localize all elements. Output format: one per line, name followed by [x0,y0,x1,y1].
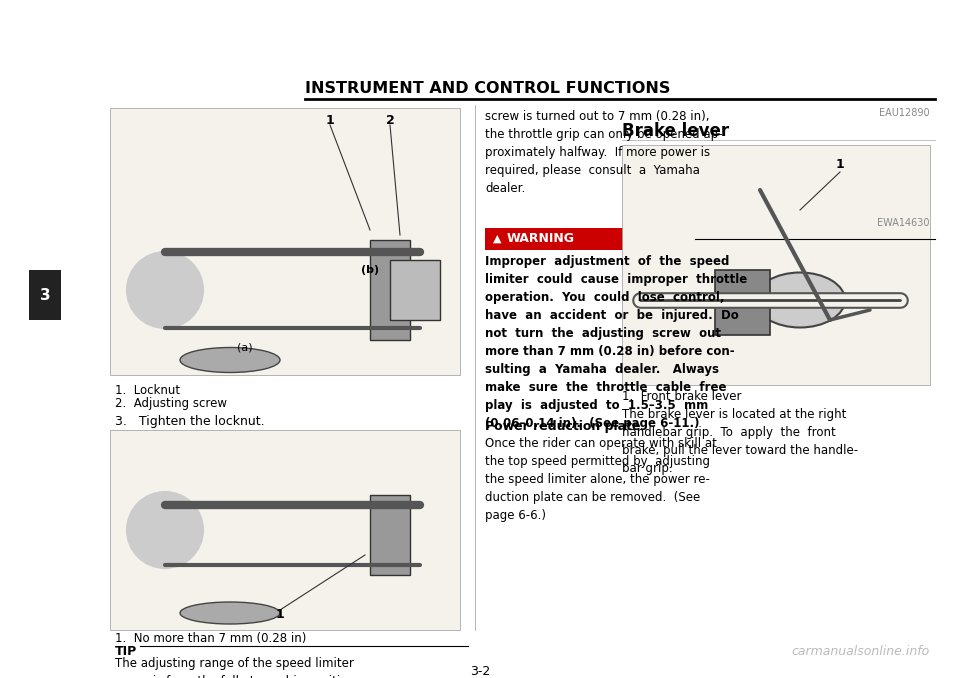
Bar [370,495,410,575]
Bar [110,108,460,375]
Text: EAU12890: EAU12890 [879,108,930,118]
Ellipse shape [180,348,280,372]
Text: carmanualsonline.info: carmanualsonline.info [792,645,930,658]
Text: 2: 2 [386,113,395,127]
Text: 2.  Adjusting screw: 2. Adjusting screw [115,397,227,410]
Text: 3.   Tighten the locknut.: 3. Tighten the locknut. [115,415,265,428]
Bar [485,228,695,250]
Ellipse shape [755,273,845,327]
Bar [29,270,61,320]
Text: WARNING: WARNING [507,233,575,245]
Text: Improper  adjustment  of  the  speed
limiter  could  cause  improper  throttle
o: Improper adjustment of the speed limiter… [485,255,747,430]
Text: ▲: ▲ [492,234,501,244]
Bar [390,260,440,320]
Text: screw is turned out to 7 mm (0.28 in),
the throttle grip can only be opened ap-
: screw is turned out to 7 mm (0.28 in), t… [485,110,723,195]
Circle shape [127,252,203,328]
Text: TIP: TIP [115,645,137,658]
Bar [110,430,460,630]
Text: INSTRUMENT AND CONTROL FUNCTIONS: INSTRUMENT AND CONTROL FUNCTIONS [305,81,670,96]
Text: (a): (a) [237,343,252,353]
Ellipse shape [180,602,280,624]
Bar [370,240,410,340]
Circle shape [127,492,203,568]
Bar [622,145,930,385]
Text: 1: 1 [276,608,284,622]
Text: EWA14630: EWA14630 [877,218,930,228]
Text: 1: 1 [325,113,334,127]
Text: The adjusting range of the speed limiter
screw is from the fully turned-in posit: The adjusting range of the speed limiter… [115,657,355,678]
Text: 1: 1 [835,159,845,172]
Text: The brake lever is located at the right
handlebar grip.  To  apply  the  front
b: The brake lever is located at the right … [622,408,858,475]
Text: Power reduction plate: Power reduction plate [485,420,640,433]
Text: 1.  No more than 7 mm (0.28 in): 1. No more than 7 mm (0.28 in) [115,632,306,645]
Text: 3-2: 3-2 [469,665,491,678]
Bar [715,270,770,335]
Text: (b): (b) [361,265,379,275]
Text: 1.  Front brake lever: 1. Front brake lever [622,390,741,403]
Text: 1.  Locknut: 1. Locknut [115,384,180,397]
Text: 3: 3 [39,287,50,302]
Text: Once the rider can operate with skill at
the top speed permitted by  adjusting
t: Once the rider can operate with skill at… [485,437,717,522]
Text: Brake lever: Brake lever [622,122,730,140]
